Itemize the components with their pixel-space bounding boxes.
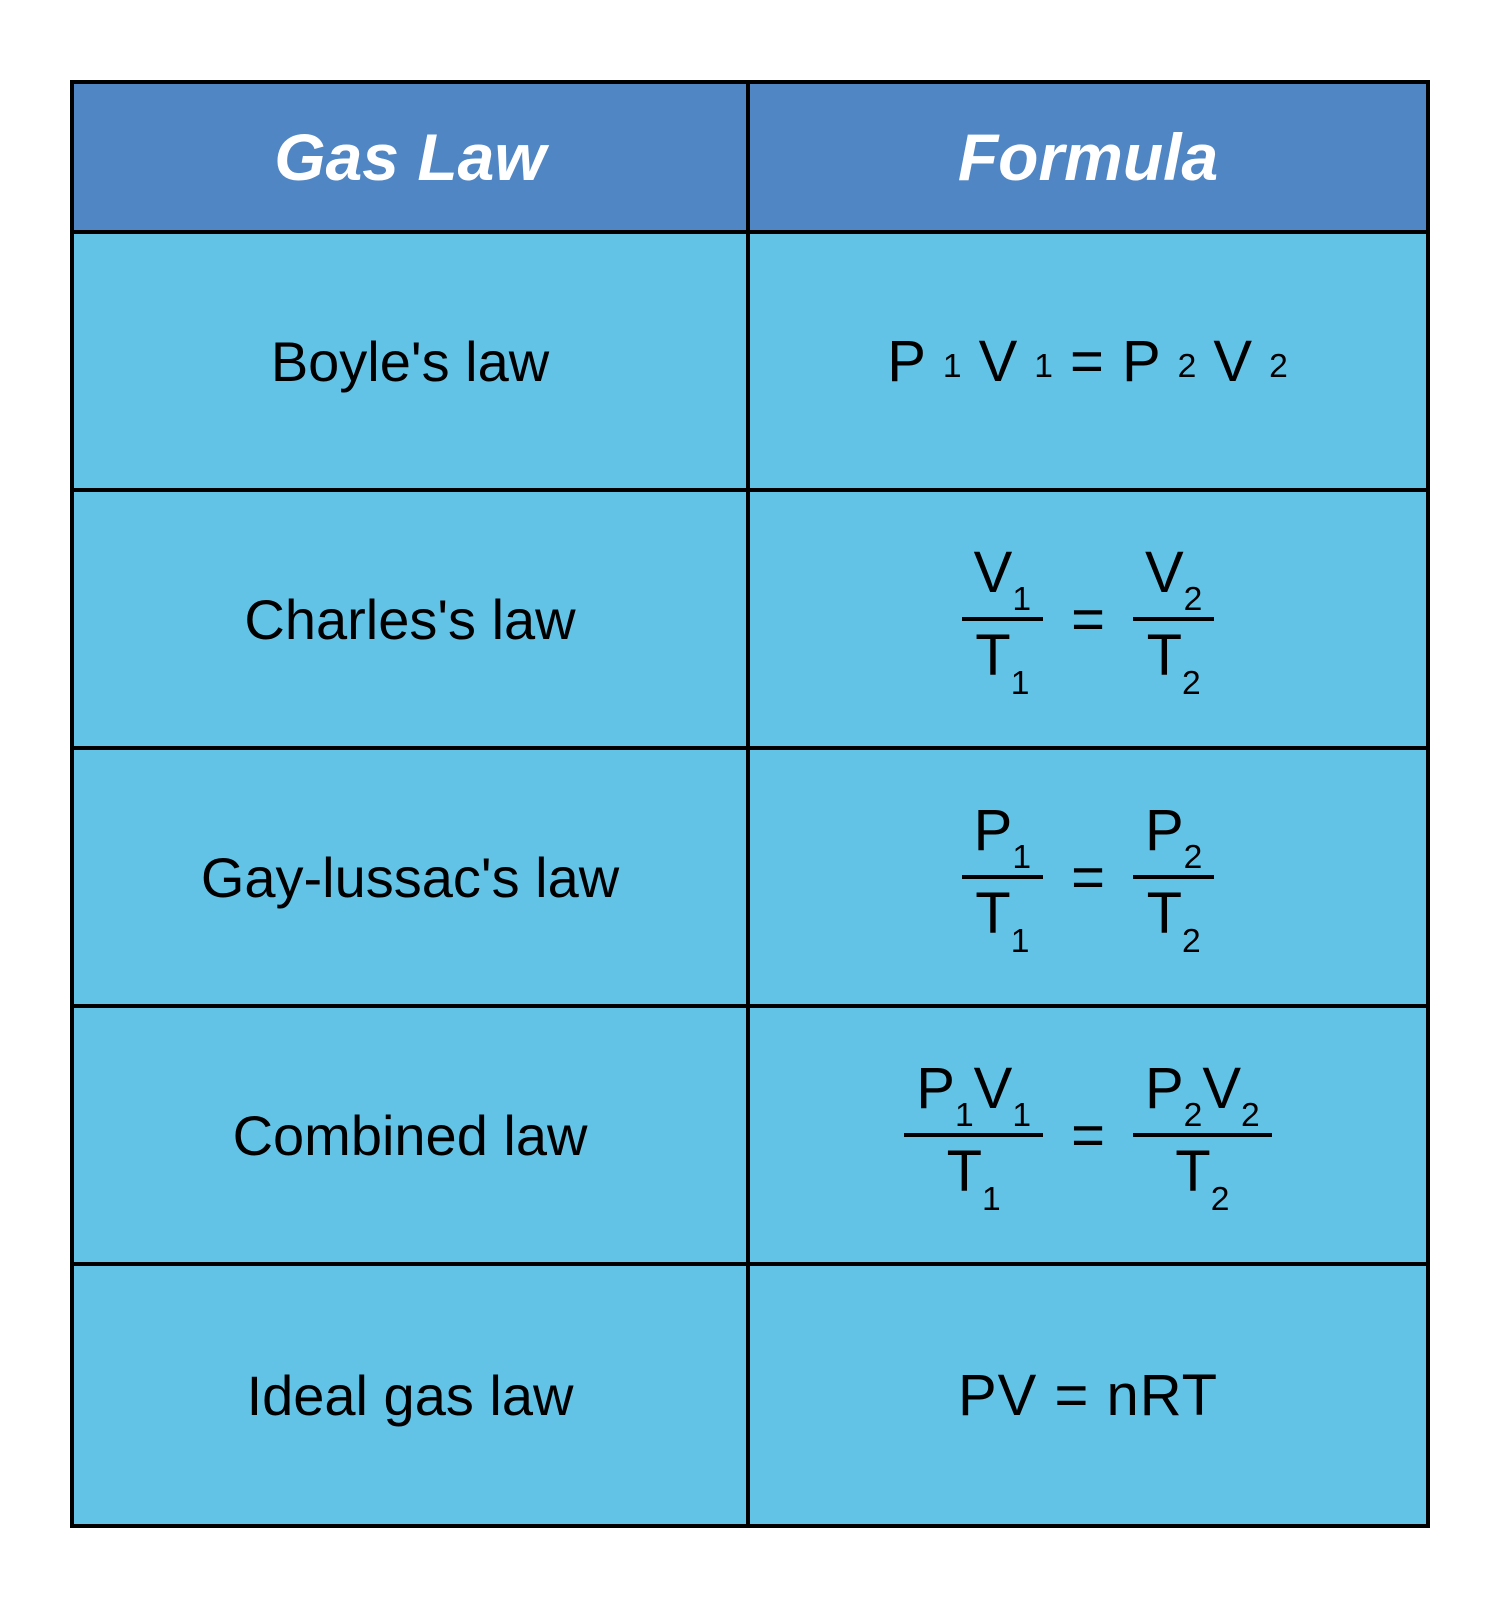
law-name: Gay-lussac's law	[201, 845, 619, 910]
header-formula: Formula	[750, 84, 1426, 230]
formula-boyle: P1V1 = P2V2	[887, 328, 1289, 395]
formula-cell: V1 T1 = V2 T2	[750, 492, 1426, 746]
fraction-right: P2 T2	[1133, 800, 1214, 954]
fraction-right: V2 T2	[1133, 542, 1214, 696]
law-name-cell: Charles's law	[74, 492, 750, 746]
fraction-left: P1V1 T1	[904, 1058, 1043, 1212]
table-row: Gay-lussac's law P1 T1 = P2 T2	[74, 750, 1426, 1008]
formula-ideal: PV = nRT	[958, 1362, 1218, 1429]
formula-combined: P1V1 T1 = P2V2 T2	[904, 1058, 1271, 1212]
fraction-left: P1 T1	[962, 800, 1043, 954]
formula-cell: P1V1 T1 = P2V2 T2	[750, 1008, 1426, 1262]
law-name: Combined law	[233, 1103, 588, 1168]
law-name: Ideal gas law	[247, 1363, 574, 1428]
gas-law-table: Gas Law Formula Boyle's law P1V1 = P2V2 …	[70, 80, 1430, 1528]
formula-cell: PV = nRT	[750, 1266, 1426, 1524]
law-name: Boyle's law	[271, 329, 549, 394]
table-row: Charles's law V1 T1 = V2 T2	[74, 492, 1426, 750]
formula-cell: P1V1 = P2V2	[750, 234, 1426, 488]
law-name-cell: Combined law	[74, 1008, 750, 1262]
formula-gay-lussac: P1 T1 = P2 T2	[962, 800, 1215, 954]
law-name: Charles's law	[244, 587, 575, 652]
fraction-left: V1 T1	[962, 542, 1043, 696]
table-row: Combined law P1V1 T1 = P2V2 T2	[74, 1008, 1426, 1266]
formula-charles: V1 T1 = V2 T2	[962, 542, 1215, 696]
table-header-row: Gas Law Formula	[74, 84, 1426, 234]
law-name-cell: Boyle's law	[74, 234, 750, 488]
fraction-right: P2V2 T2	[1133, 1058, 1272, 1212]
law-name-cell: Ideal gas law	[74, 1266, 750, 1524]
law-name-cell: Gay-lussac's law	[74, 750, 750, 1004]
header-gas-law: Gas Law	[74, 84, 750, 230]
formula-cell: P1 T1 = P2 T2	[750, 750, 1426, 1004]
table-row: Ideal gas law PV = nRT	[74, 1266, 1426, 1524]
table-row: Boyle's law P1V1 = P2V2	[74, 234, 1426, 492]
